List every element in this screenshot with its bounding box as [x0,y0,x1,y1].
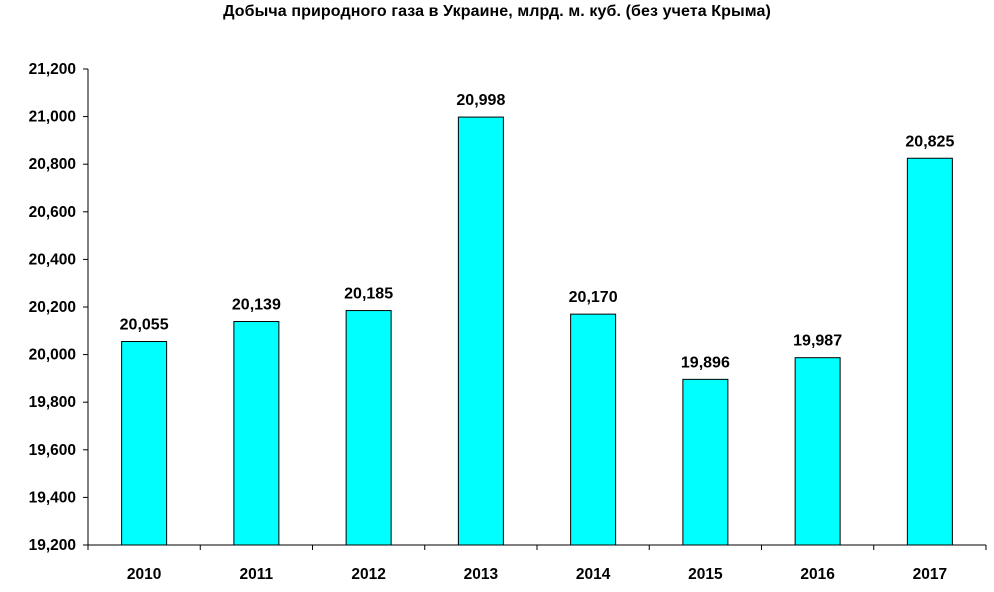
y-tick-label: 19,200 [29,537,76,554]
y-tick-label: 20,200 [29,299,76,316]
x-tick-label-2014: 2014 [576,566,611,583]
y-tick-label: 20,600 [29,204,76,221]
bar-2016 [794,357,841,546]
x-tick-label-2011: 2011 [240,566,274,583]
y-tick-label: 19,400 [29,489,76,506]
x-tick-label-2016: 2016 [800,566,835,583]
bar-2013 [457,116,504,546]
bar-2015 [682,378,729,546]
data-label-2017: 20,825 [905,133,954,150]
chart-title: Добыча природного газа в Украине, млрд. … [223,3,771,20]
data-label-2015: 19,896 [681,354,730,371]
data-label-2013: 20,998 [456,92,505,109]
y-tick-label: 19,800 [29,394,76,411]
bar-2010 [121,341,168,546]
x-tick-label-2010: 2010 [127,566,161,583]
bar-2012 [345,310,392,546]
bar-2011 [233,321,280,546]
y-tick-label: 20,400 [29,251,76,268]
y-tick-label: 21,000 [29,109,76,126]
data-label-2016: 19,987 [793,333,842,350]
data-label-2011: 20,139 [232,297,281,314]
y-tick-label: 21,200 [29,61,76,78]
y-tick-label: 20,000 [29,347,76,364]
data-label-2012: 20,185 [344,286,393,303]
x-tick-label-2013: 2013 [464,566,499,583]
bar-2014 [570,313,617,546]
y-tick-label: 19,600 [29,442,76,459]
bar-2017 [906,157,953,546]
data-label-2014: 20,170 [569,289,618,306]
y-tick-label: 20,800 [29,156,76,173]
x-tick-label-2015: 2015 [688,566,723,583]
x-tick-label-2012: 2012 [351,566,385,583]
x-tick-label-2017: 2017 [913,566,947,583]
data-label-2010: 20,055 [120,317,169,334]
